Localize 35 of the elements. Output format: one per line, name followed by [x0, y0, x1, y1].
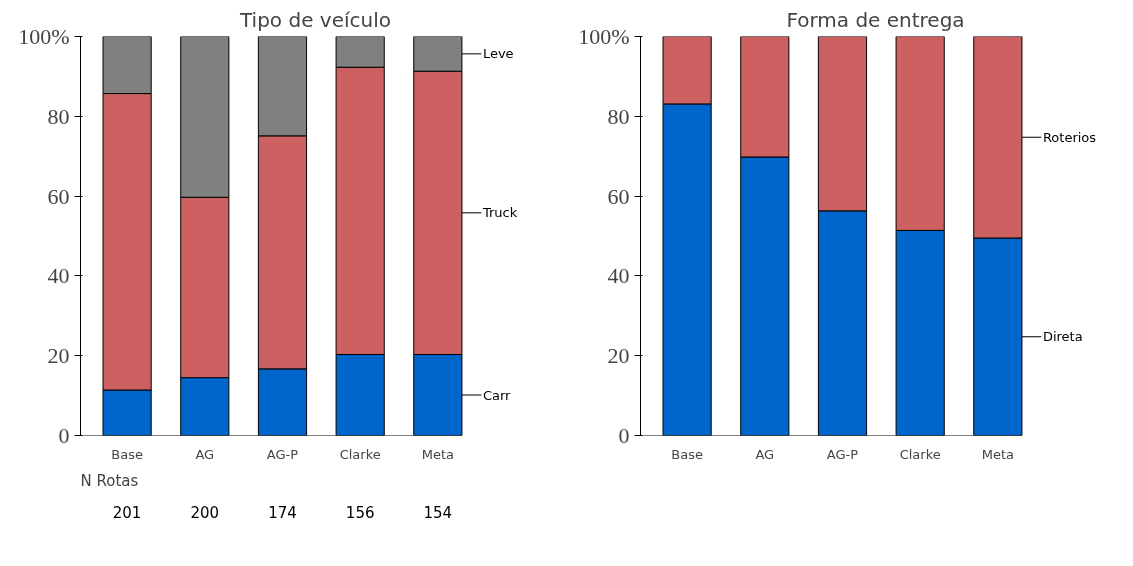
x-tick-label: AG [755, 446, 775, 462]
y-tick-label: 80 [47, 103, 70, 129]
y-tick-label: 60 [47, 183, 70, 209]
y-tick-label: 40 [607, 263, 630, 289]
x-tick-label: AG-P [826, 446, 859, 462]
legend-label: Carr [482, 387, 512, 403]
text: 154 [423, 503, 453, 522]
x-tick-label: Meta [981, 446, 1014, 462]
x-tick-label: Clarke [339, 446, 381, 462]
y-tick-label: 80 [607, 103, 630, 129]
y-tick-label: 0 [618, 423, 630, 448]
y-tick-label: 60 [607, 183, 630, 209]
text: 200 [190, 503, 220, 522]
y-tick-label: 20 [607, 343, 630, 369]
legend-label: Roterios [1042, 129, 1097, 145]
legend-label: Truck [481, 205, 518, 221]
y-tick-label: 0 [58, 423, 70, 448]
text: 156 [345, 503, 375, 522]
text: 201 [112, 503, 142, 522]
y-tick-label: 20 [47, 343, 70, 369]
y-tick-label: 100% [578, 24, 630, 49]
x-tick-label: AG [195, 446, 215, 462]
x-tick-label: Base [111, 446, 143, 462]
text: 174 [268, 503, 297, 522]
chart-title: Forma de entrega [786, 7, 965, 32]
x-tick-label: Meta [421, 446, 454, 462]
legend-label: Leve [482, 46, 514, 62]
legend-label: Direta [1042, 329, 1083, 345]
y-tick-label: 40 [47, 263, 70, 289]
x-tick-label: Clarke [899, 446, 941, 462]
text: N Rotas [80, 471, 139, 490]
y-tick-label: 100% [18, 24, 70, 49]
x-tick-label: Base [671, 446, 703, 462]
x-tick-label: AG-P [266, 446, 299, 462]
chart-title: Tipo de veículo [239, 7, 391, 32]
